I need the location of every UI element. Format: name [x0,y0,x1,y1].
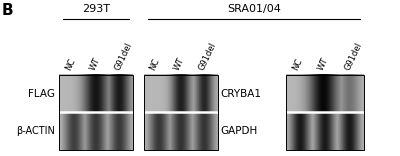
Text: NC: NC [291,57,304,72]
Bar [286,75,364,150]
Text: CRYBA1: CRYBA1 [220,89,261,99]
Text: GAPDH: GAPDH [220,126,257,136]
Text: G91del: G91del [113,41,134,72]
Bar [59,75,133,150]
Text: WT: WT [173,56,186,72]
Text: 293T: 293T [82,4,110,14]
Text: SRA01/04: SRA01/04 [227,4,281,14]
Text: G91del: G91del [198,41,218,72]
Text: B: B [2,3,14,18]
Text: G91del: G91del [343,41,364,72]
Text: β-ACTIN: β-ACTIN [16,126,55,136]
Text: WT: WT [88,56,102,72]
Text: WT: WT [317,56,330,72]
Text: NC: NC [63,57,77,72]
Text: FLAG: FLAG [28,89,55,99]
Text: NC: NC [148,57,162,72]
Bar [144,75,218,150]
